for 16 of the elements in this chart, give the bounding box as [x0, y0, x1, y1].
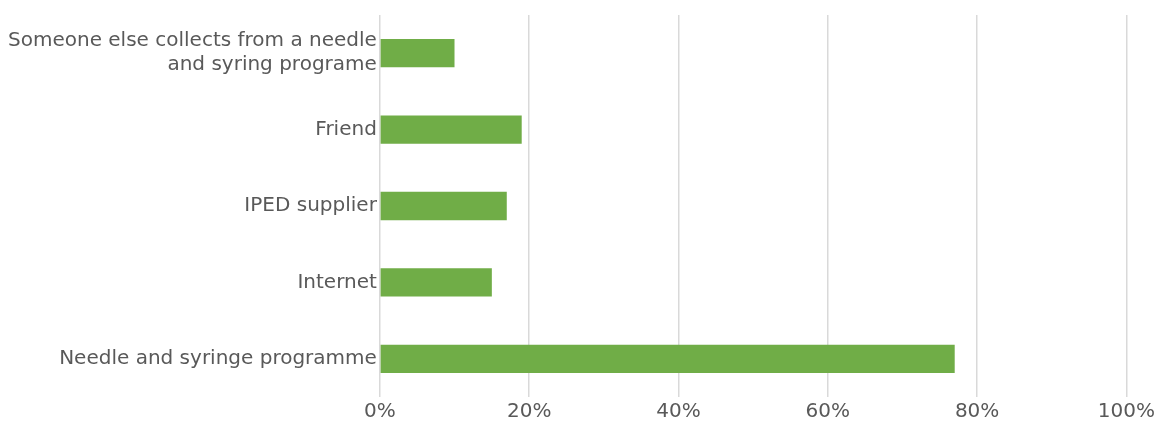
y-tick-label: Needle and syringe programme	[59, 345, 377, 369]
y-tick-label: IPED supplier	[244, 192, 378, 217]
bar	[380, 191, 507, 221]
y-tick-label: Friend	[315, 115, 377, 140]
x-tick-label: 100%	[1097, 398, 1155, 423]
bar	[380, 115, 522, 144]
x-tick-label: 20%	[506, 398, 552, 423]
y-tick-label: Someone else collects from a needle and syring programe	[8, 27, 377, 76]
x-tick-label: 80%	[954, 398, 1000, 423]
x-tick-label: 0%	[363, 398, 396, 423]
x-tick-label: 60%	[805, 398, 851, 423]
x-tick-label: 40%	[656, 398, 701, 423]
bar	[380, 268, 492, 297]
bar	[380, 39, 455, 68]
y-tick-label: Internet	[297, 268, 378, 293]
bar	[380, 344, 955, 373]
